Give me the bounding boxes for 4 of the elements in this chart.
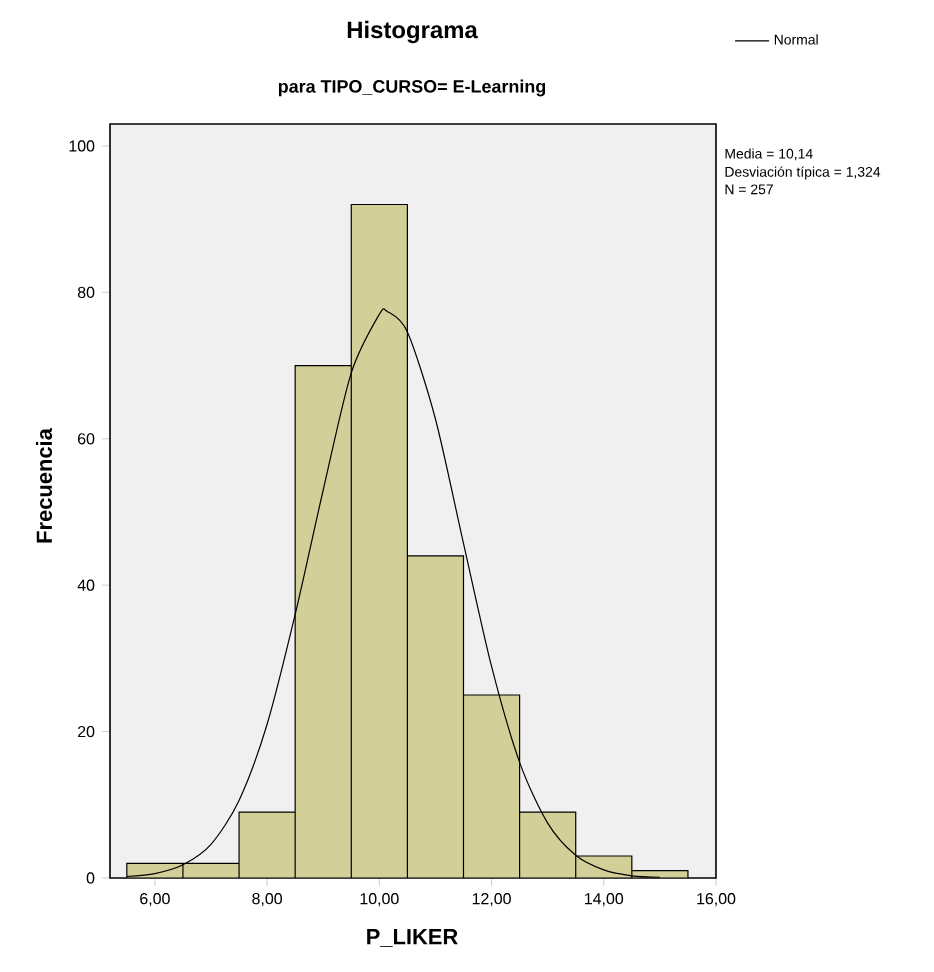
chart-subtitle: para TIPO_CURSO= E-Learning <box>278 79 546 97</box>
chart-title: Histograma <box>347 20 478 44</box>
y-axis-title: Frecuencia <box>35 428 53 543</box>
x-axis-title: P_LIKER <box>367 929 458 947</box>
